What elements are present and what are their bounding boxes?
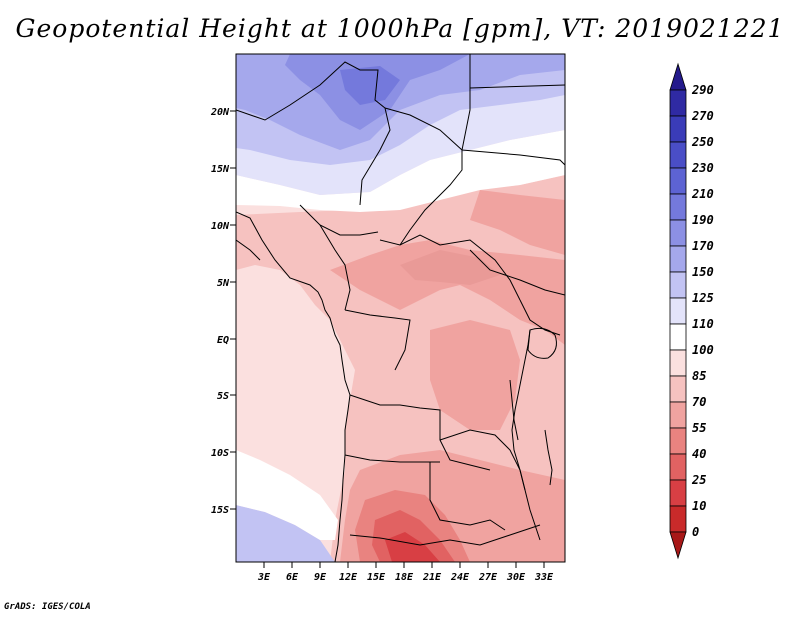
border-south — [349, 524, 541, 546]
lon-label: 24E — [450, 572, 470, 583]
colorbar-swatch — [669, 245, 687, 273]
border-sahel — [236, 61, 391, 206]
lat-label: 5N — [217, 278, 230, 289]
colorbar-swatch — [669, 89, 687, 117]
lat-label: 15N — [211, 164, 230, 175]
field-70-east — [470, 190, 565, 255]
colorbar-label: 190 — [692, 213, 714, 227]
colorbar-swatch — [669, 427, 687, 455]
lon-label: 27E — [478, 572, 498, 583]
border-nigeria — [299, 204, 379, 236]
colorbar-swatch — [669, 401, 687, 429]
colorbar-label: 230 — [691, 161, 714, 175]
colorbar-swatch — [669, 349, 687, 377]
lat-axis: 20N 15N 10N 5N EQ 5S 10S 15S — [210, 107, 236, 516]
colorbar-label: 125 — [692, 291, 714, 305]
colorbar-swatch — [669, 297, 687, 325]
lon-label: 3E — [257, 572, 271, 583]
colorbar-label: 10 — [692, 499, 706, 513]
colorbar-label: 250 — [691, 135, 714, 149]
colorbar-label: 40 — [692, 447, 706, 461]
political-boundaries — [236, 54, 565, 562]
colorbar-label: 85 — [692, 369, 706, 383]
colorbar-label: 150 — [692, 265, 714, 279]
lon-label: 12E — [339, 572, 358, 583]
colorbar-swatch — [669, 453, 687, 481]
lon-axis: 3E 6E 9E 12E 15E 18E 21E 24E 27E 30E 33E — [257, 562, 554, 583]
border-chad-niger — [384, 107, 463, 246]
colorbar-label: 0 — [692, 525, 699, 539]
colorbar-label: 290 — [691, 83, 714, 97]
colorbar-swatch — [669, 193, 687, 221]
lat-label: 10N — [211, 221, 230, 232]
colorbar-label: 25 — [691, 473, 706, 487]
border-cameroon — [319, 224, 351, 311]
colorbar-swatch — [669, 375, 687, 403]
lat-label: 15S — [211, 505, 229, 516]
lake-victoria — [527, 327, 557, 359]
border-south-sudan — [469, 249, 565, 296]
coastline-west-africa — [236, 211, 351, 562]
colorbar-label: 70 — [692, 395, 706, 409]
field-110-band — [236, 130, 565, 212]
colorbar-arrow-bottom — [669, 531, 687, 560]
lon-label: 15E — [367, 572, 386, 583]
border-west-coast — [236, 239, 261, 261]
lon-label: 33E — [534, 572, 554, 583]
border-zambia — [439, 429, 526, 491]
border-angola-namibia — [344, 454, 440, 463]
colorbar: 2902702502302101901701501251101008570554… — [669, 62, 714, 560]
border-libya-egypt — [461, 54, 471, 151]
map-frame — [235, 53, 566, 563]
colorbar-swatch — [669, 479, 687, 507]
colorbar-label: 55 — [692, 421, 706, 435]
grads-credit: GrADS: IGES/COLA — [4, 602, 91, 612]
colorbar-label: 110 — [692, 317, 714, 331]
colorbar-swatch — [669, 219, 687, 247]
colorbar-swatch — [669, 505, 687, 533]
colorbar-label: 100 — [692, 343, 714, 357]
coastline-east-lakes — [511, 329, 541, 541]
border-congo — [344, 309, 411, 371]
border-namibia-botswana — [429, 462, 506, 531]
colorbar-swatch — [669, 141, 687, 169]
lon-label: 9E — [314, 572, 327, 583]
lon-label: 18E — [395, 572, 414, 583]
colorbar-swatch — [669, 271, 687, 299]
lake-malawi — [544, 429, 553, 486]
field-25-core — [385, 532, 440, 562]
border-car — [379, 234, 521, 301]
lat-label: 10S — [211, 448, 229, 459]
field-70-central — [330, 240, 565, 345]
colorbar-label: 270 — [691, 109, 714, 123]
colorbar-swatch — [669, 167, 687, 195]
field-south-blue — [236, 505, 335, 562]
colorbar-label: 170 — [692, 239, 714, 253]
lat-label: 5S — [217, 391, 229, 402]
height-field — [236, 54, 565, 562]
lake-tanganyika — [509, 379, 519, 441]
field-55-north — [400, 250, 500, 285]
lat-label: EQ — [217, 335, 229, 346]
border-drc-angola — [349, 394, 491, 471]
colorbar-arrow-top — [669, 62, 687, 91]
field-70-se — [430, 320, 520, 430]
lon-label: 6E — [286, 572, 299, 583]
colorbar-label: 210 — [691, 187, 714, 201]
field-south-white — [236, 450, 338, 540]
colorbar-swatch — [669, 323, 687, 351]
lon-label: 30E — [506, 572, 526, 583]
chart-title: Geopotential Height at 1000hPa [gpm], VT… — [15, 14, 785, 43]
colorbar-swatch — [669, 115, 687, 143]
lat-label: 20N — [210, 107, 230, 118]
field-210-patch — [340, 66, 400, 105]
lon-label: 21E — [422, 572, 442, 583]
border-egypt-sudan — [469, 84, 565, 89]
border-sudan — [461, 149, 565, 166]
